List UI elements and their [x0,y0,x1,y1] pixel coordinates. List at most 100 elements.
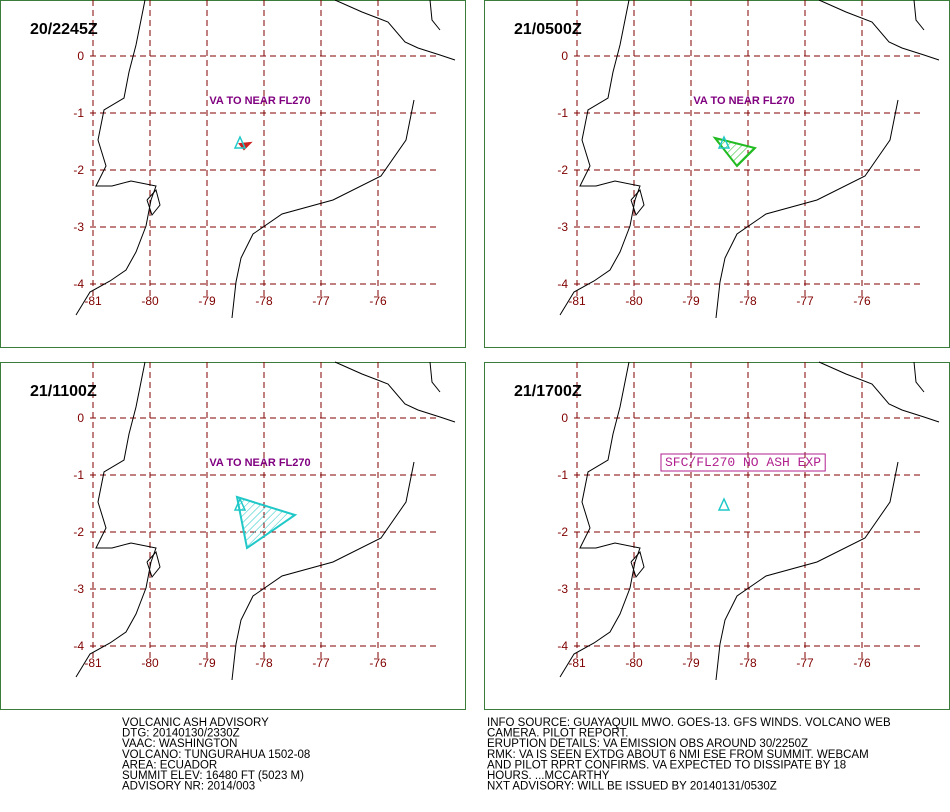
ash-area [238,141,253,151]
lon-tick-label: -79 [198,294,216,308]
volcano-symbol [233,497,247,511]
lat-tick-label: -4 [73,277,84,291]
lon-tick-label: -80 [141,656,159,670]
lat-tick-label: -3 [557,220,568,234]
coastline [75,361,157,678]
coastline [913,361,925,393]
annotation: SFC/FL270 NO ASH EXP [665,455,821,470]
coastline [334,0,456,61]
advisory-line: INFO SOURCE: GUAYAQUIL MWO. GOES-13. GFS… [487,717,891,729]
map-panel: -81 -80 -79 -78 -77 -76 0 -1 -2 -3 -4 21/0500Z VA TO… [484,0,950,348]
coastline [146,550,161,579]
lat-tick-label: -3 [557,582,568,596]
advisory-line: CAMERA. PILOT REPORT. [487,728,628,740]
map-panel: -81 -80 -79 -78 -77 -76 0 -1 -2 -3 -4 21/1100Z VA TO… [0,361,466,710]
coastline [429,361,441,393]
coastline [146,188,161,217]
lon-tick-label: -81 [568,294,586,308]
lon-tick-label: -80 [625,294,643,308]
lon-tick-label: -77 [312,656,330,670]
coastline [715,99,899,319]
advisory-line: VOLCANO: TUNGURAHUA 1502-08 [122,749,310,761]
coastline [75,0,157,316]
lon-tick-label: -79 [198,656,216,670]
lat-tick-label: -4 [557,277,568,291]
volcano-symbol [717,135,731,149]
annotation: VA TO NEAR FL270 [209,95,310,107]
map-panel: -81 -80 -79 -78 -77 -76 0 -1 -2 -3 -4 21/1700Z SFC/F… [484,361,950,710]
lon-tick-label: -81 [84,656,102,670]
advisory-line: ADVISORY NR: 2014/003 [122,781,255,793]
advisory-line: NXT ADVISORY: WILL BE ISSUED BY 20140131… [487,781,777,793]
advisory-line: AREA: ECUADOR [122,759,217,771]
advisory-line: VAAC: WASHINGTON [122,738,237,750]
lon-tick-label: -80 [141,294,159,308]
advisory-line: SUMMIT ELEV: 16480 FT (5023 M) [122,770,304,782]
lat-tick-label: 0 [561,411,568,425]
panel-title: 21/0500Z [514,21,582,38]
coastline [913,0,925,31]
coastline [559,361,641,678]
lat-tick-label: -1 [557,468,568,482]
advisory-line: HOURS. ...MCCARTHY [487,770,610,782]
coastline [334,361,456,423]
ash-area [712,136,757,168]
volcano-symbol [233,135,247,149]
coastline [429,0,441,31]
annotation-box [660,453,826,472]
coastline [818,361,940,423]
panel-title: 21/1700Z [514,383,582,400]
lon-tick-label: -80 [625,656,643,670]
panel-title: 21/1100Z [30,383,97,400]
panel-frame [0,0,466,348]
panel-frame [484,0,950,348]
advisory-line: ERUPTION DETAILS: VA EMISSION OBS AROUND… [487,738,808,750]
lon-tick-label: -78 [255,656,273,670]
lon-tick-label: -78 [255,294,273,308]
ash-area [235,495,298,550]
panel-frame [484,362,950,710]
lon-tick-label: -77 [796,656,814,670]
lat-tick-label: -2 [557,163,568,177]
coastline [630,188,645,217]
annotation: VA TO NEAR FL270 [209,457,310,469]
advisory-line: VOLCANIC ASH ADVISORY [122,717,269,729]
advisory-line: AND PILOT RPRT CONFIRMS. VA EXPECTED TO … [487,759,846,771]
lon-tick-label: -79 [682,656,700,670]
lon-tick-label: -81 [568,656,586,670]
lat-tick-label: 0 [77,411,84,425]
lon-tick-label: -76 [369,656,387,670]
panel-frame [0,362,466,710]
lon-tick-label: -79 [682,294,700,308]
lat-tick-label: -1 [557,106,568,120]
lat-tick-label: 0 [77,49,84,63]
lon-tick-label: -76 [369,294,387,308]
lat-tick-label: -2 [557,525,568,539]
lat-tick-label: -1 [73,468,84,482]
lat-tick-label: -4 [557,639,568,653]
lat-tick-label: -1 [73,106,84,120]
lat-tick-label: -2 [73,163,84,177]
lon-tick-label: -77 [312,294,330,308]
volcano-symbol [717,497,731,511]
lat-tick-label: -2 [73,525,84,539]
lon-tick-label: -78 [739,656,757,670]
coastline [715,461,899,681]
lon-tick-label: -78 [739,294,757,308]
coastline [559,0,641,316]
lon-tick-label: -81 [84,294,102,308]
lat-tick-label: -3 [73,220,84,234]
lat-tick-label: 0 [561,49,568,63]
lat-tick-label: -4 [73,639,84,653]
coastline [231,99,415,319]
lon-tick-label: -76 [853,294,871,308]
lon-tick-label: -76 [853,656,871,670]
coastline [818,0,940,61]
advisory-line: DTG: 20140130/2330Z [122,728,240,740]
coastline [231,461,415,681]
map-panel: -81 -80 -79 -78 -77 -76 0 -1 -2 -3 -4 20/2245Z VA TO… [0,0,466,348]
coastline [630,550,645,579]
annotation: VA TO NEAR FL270 [693,95,794,107]
lon-tick-label: -77 [796,294,814,308]
